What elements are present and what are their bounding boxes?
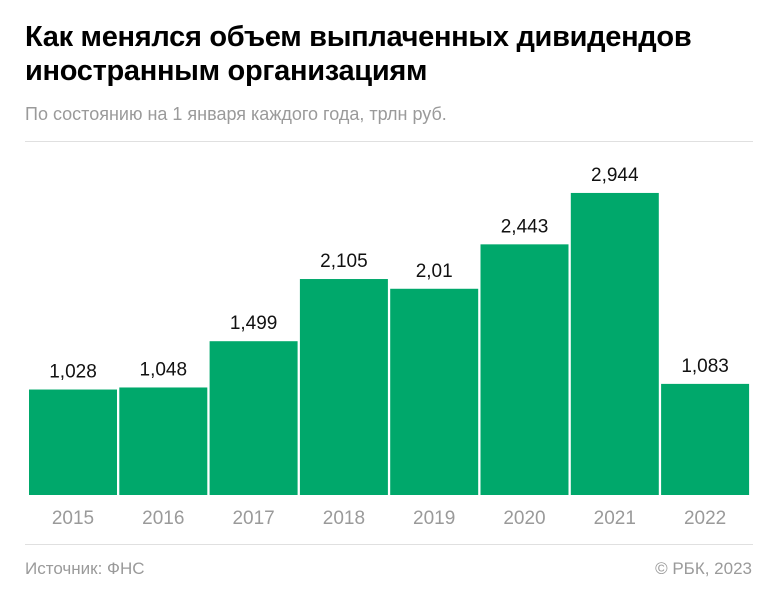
data-label: 1,048 <box>140 359 188 380</box>
chart-subtitle: По состоянию на 1 января каждого года, т… <box>25 104 447 124</box>
copyright: © РБК, 2023 <box>655 559 752 578</box>
data-label: 2,443 <box>501 216 549 237</box>
chart-title: Как менялся объем выплаченных дивидендов… <box>25 21 692 87</box>
data-label: 2,944 <box>591 165 639 186</box>
x-tick-label: 2019 <box>413 508 455 529</box>
bar-2020 <box>480 244 569 495</box>
x-tick-label: 2021 <box>594 508 636 529</box>
data-label: 2,105 <box>320 251 368 272</box>
x-tick-label: 2020 <box>503 508 545 529</box>
x-tick-label: 2018 <box>323 508 365 529</box>
x-tick-label: 2015 <box>52 508 94 529</box>
bar-2018 <box>299 279 388 495</box>
x-tick-label: 2016 <box>142 508 184 529</box>
data-label: 1,083 <box>681 356 729 377</box>
bar-2019 <box>390 288 479 495</box>
data-label: 2,01 <box>416 261 453 282</box>
bar-2021 <box>570 192 659 495</box>
top-divider <box>25 141 753 142</box>
x-tick-label: 2022 <box>684 508 726 529</box>
x-tick-label: 2017 <box>232 508 274 529</box>
bar-2015 <box>29 389 117 495</box>
bar-2022 <box>661 383 750 495</box>
bottom-divider <box>25 544 753 545</box>
data-label: 1,499 <box>230 313 278 334</box>
bar-2017 <box>209 341 298 495</box>
source-note: Источник: ФНС <box>25 559 145 578</box>
bar-2016 <box>119 387 208 495</box>
data-label: 1,028 <box>49 362 97 383</box>
